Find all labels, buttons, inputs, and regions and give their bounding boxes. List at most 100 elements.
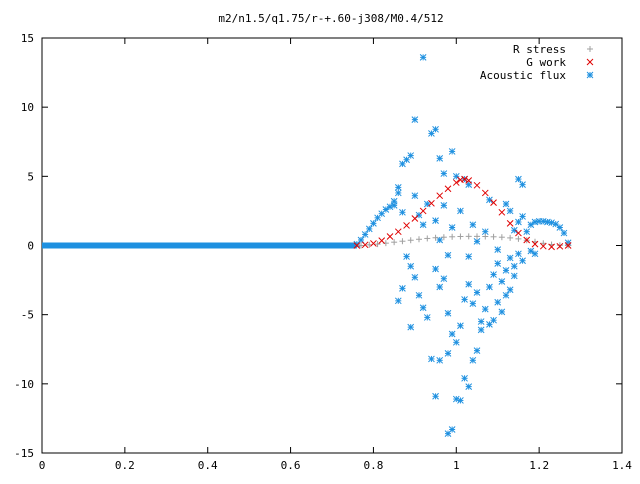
acoustic-flux-point: [465, 253, 473, 260]
acoustic-flux-point: [444, 251, 452, 259]
acoustic-flux-point: [473, 347, 481, 354]
r-stress-point: [440, 234, 447, 241]
acoustic-flux-point: [506, 254, 514, 262]
legend-marker-r-stress: [587, 46, 593, 52]
acoustic-flux-point: [515, 218, 522, 226]
acoustic-flux-point: [399, 208, 406, 216]
r-stress-series: [358, 233, 572, 249]
acoustic-flux-point: [477, 326, 485, 334]
g-work-point: [403, 222, 410, 229]
y-tick-label: 15: [21, 32, 34, 45]
r-stress-point: [465, 233, 472, 240]
acoustic-flux-point: [469, 300, 477, 307]
acoustic-flux-point: [411, 273, 419, 281]
acoustic-flux-point: [515, 175, 522, 183]
acoustic-flux-point: [436, 283, 444, 291]
acoustic-flux-point: [452, 395, 460, 403]
acoustic-flux-point: [498, 278, 506, 285]
g-work-point: [378, 237, 386, 245]
acoustic-flux-point: [394, 184, 402, 191]
acoustic-flux-point: [399, 285, 406, 292]
acoustic-flux-point: [403, 253, 410, 260]
g-work-point: [428, 199, 435, 207]
acoustic-flux-point: [465, 383, 473, 390]
data-marks: [42, 54, 572, 437]
acoustic-flux-point: [494, 298, 502, 306]
acoustic-flux-point: [386, 203, 394, 211]
acoustic-flux-point: [502, 200, 510, 208]
acoustic-flux-point: [444, 350, 452, 357]
acoustic-flux-point: [370, 220, 377, 227]
acoustic-flux-point: [506, 207, 514, 215]
g-work-point: [481, 189, 489, 197]
acoustic-flux-point: [394, 189, 402, 197]
g-work-point: [531, 240, 539, 248]
g-work-point: [461, 175, 468, 183]
legend-marker-acoustic-flux: [586, 71, 594, 79]
acoustic-flux-point: [481, 228, 489, 236]
acoustic-flux-point: [510, 262, 518, 270]
g-work-point: [452, 179, 460, 186]
g-work-point: [436, 192, 444, 200]
legend-marker-g-work: [586, 58, 594, 66]
acoustic-flux-point: [523, 228, 531, 236]
g-work-point: [419, 207, 427, 215]
acoustic-flux-point: [481, 305, 489, 313]
legend-label-acoustic-flux: Acoustic flux: [480, 69, 566, 82]
x-tick-label: 0.8: [363, 459, 383, 472]
acoustic-flux-point: [448, 148, 456, 155]
g-work-point: [564, 242, 572, 249]
g-work-point: [411, 215, 419, 222]
x-tick-label: 1.4: [612, 459, 632, 472]
y-tick-label: 10: [21, 101, 34, 114]
acoustic-flux-point: [419, 221, 427, 229]
acoustic-flux-point: [407, 262, 415, 270]
acoustic-flux-point: [469, 356, 477, 364]
g-work-point: [361, 241, 369, 249]
acoustic-flux-point: [444, 309, 452, 317]
x-tick-label: 0.2: [115, 459, 135, 472]
axes: 0 0.2 0.4 0.6 0.8 1 1.2 1.4 15 10 5 0 -5 -10 -15: [14, 32, 632, 472]
acoustic-flux-point: [457, 322, 464, 330]
acoustic-flux-point: [452, 338, 460, 346]
y-tick-label: 5: [27, 170, 34, 183]
acoustic-flux-point: [469, 221, 477, 229]
acoustic-flux-point: [394, 297, 402, 305]
acoustic-flux-point: [519, 181, 526, 188]
g-work-point: [490, 199, 497, 206]
r-stress-point: [540, 240, 547, 247]
r-stress-point: [449, 233, 456, 240]
acoustic-flux-point: [432, 392, 439, 400]
r-stress-point: [424, 235, 431, 242]
g-work-series: [353, 175, 572, 251]
y-tick-label: 0: [27, 240, 34, 253]
acoustic-flux-point: [490, 271, 497, 278]
x-tick-label: 1.2: [529, 459, 549, 472]
acoustic-flux-point: [428, 355, 435, 363]
acoustic-flux-point: [407, 323, 415, 331]
acoustic-flux-point: [419, 304, 427, 312]
acoustic-flux-point: [423, 314, 431, 321]
g-work-point: [556, 242, 564, 250]
acoustic-flux-point: [548, 219, 555, 227]
acoustic-flux-point: [498, 308, 506, 316]
acoustic-flux-point: [461, 296, 468, 303]
g-work-point: [473, 181, 481, 189]
acoustic-flux-point: [473, 289, 481, 296]
g-work-point: [444, 185, 452, 193]
acoustic-flux-point: [457, 207, 464, 215]
r-stress-point: [358, 242, 364, 249]
r-stress-point: [432, 234, 439, 241]
y-tick-label: -10: [14, 378, 34, 391]
acoustic-flux-point: [560, 229, 568, 237]
g-work-point: [394, 228, 402, 236]
acoustic-flux-point: [506, 286, 514, 294]
acoustic-flux-point: [486, 320, 493, 328]
acoustic-flux-point: [510, 272, 518, 280]
x-tick-label: 0.6: [281, 459, 301, 472]
chart-title: m2/n1.5/q1.75/r-+.60-j308/M0.4/512: [218, 12, 443, 25]
acoustic-flux-point: [436, 356, 444, 364]
